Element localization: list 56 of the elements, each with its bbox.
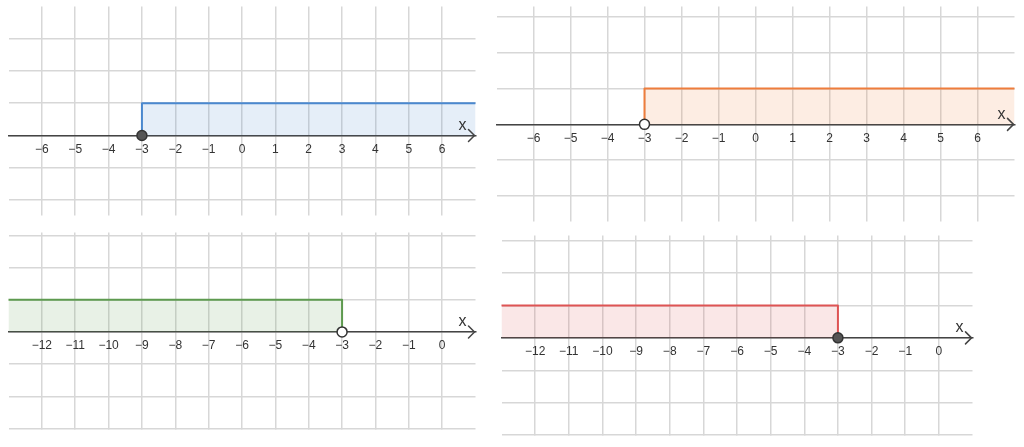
x-tick-label: −4 — [797, 344, 812, 359]
x-tick-label: −2 — [864, 344, 879, 359]
x-tick-label: 3 — [338, 141, 346, 156]
x-tick-label: −7 — [696, 344, 711, 359]
x-tick-label: 5 — [937, 130, 945, 145]
x-tick-label: −3 — [335, 338, 350, 353]
x-tick-label: −7 — [201, 338, 216, 353]
x-tick-label: −11 — [559, 344, 579, 359]
x-axis-title: x — [458, 115, 467, 133]
x-tick-label: 0 — [752, 130, 760, 145]
x-tick-label: −8 — [662, 344, 677, 359]
x-tick-label: 4 — [372, 141, 380, 156]
x-tick-label: −9 — [629, 344, 644, 359]
x-tick-label: −12 — [31, 338, 53, 353]
x-tick-label: −2 — [368, 338, 383, 353]
x-tick-label: 3 — [863, 130, 871, 145]
x-tick-label: 2 — [305, 141, 313, 156]
x-tick-label: −2 — [674, 130, 689, 145]
x-tick-label: −5 — [563, 130, 578, 145]
x-tick-label: −6 — [35, 141, 50, 156]
x-tick-label: −9 — [135, 338, 150, 353]
x-tick-label: −8 — [168, 338, 183, 353]
x-tick-label: −4 — [101, 141, 116, 156]
x-tick-label: 0 — [438, 338, 446, 353]
x-tick-label: −6 — [235, 338, 250, 353]
x-tick-label: −6 — [526, 130, 541, 145]
x-tick-label: −10 — [592, 344, 613, 359]
x-tick-label: −6 — [730, 344, 745, 359]
x-tick-label: −1 — [201, 141, 216, 156]
x-tick-label: 5 — [405, 141, 413, 156]
x-tick-label: −4 — [301, 338, 316, 353]
x-tick-label: −2 — [168, 141, 183, 156]
x-tick-label: −4 — [600, 130, 615, 145]
x-tick-label: −3 — [831, 344, 846, 359]
x-tick-label: 2 — [826, 130, 834, 145]
x-axis-title: x — [955, 318, 964, 336]
x-tick-label: −12 — [524, 344, 546, 359]
x-axis-title: x — [458, 312, 467, 330]
x-tick-label: 0 — [935, 344, 943, 359]
x-tick-label: 6 — [974, 130, 982, 145]
x-tick-label: −5 — [763, 344, 778, 359]
x-axis-title: x — [997, 104, 1006, 122]
x-tick-label: 1 — [789, 130, 797, 145]
x-tick-label: −5 — [68, 141, 83, 156]
x-tick-label: 6 — [438, 141, 446, 156]
x-tick-label: 0 — [238, 141, 246, 156]
x-tick-label: −1 — [898, 344, 913, 359]
x-tick-label: −11 — [65, 338, 86, 353]
x-tick-label: 4 — [900, 130, 908, 145]
x-tick-label: −1 — [711, 130, 726, 145]
x-tick-label: −10 — [98, 338, 120, 353]
x-tick-label: −3 — [135, 141, 150, 156]
x-tick-label: −3 — [637, 130, 652, 145]
x-tick-label: −1 — [401, 338, 416, 353]
x-tick-label: 1 — [272, 141, 280, 156]
x-tick-label: −5 — [268, 338, 283, 353]
